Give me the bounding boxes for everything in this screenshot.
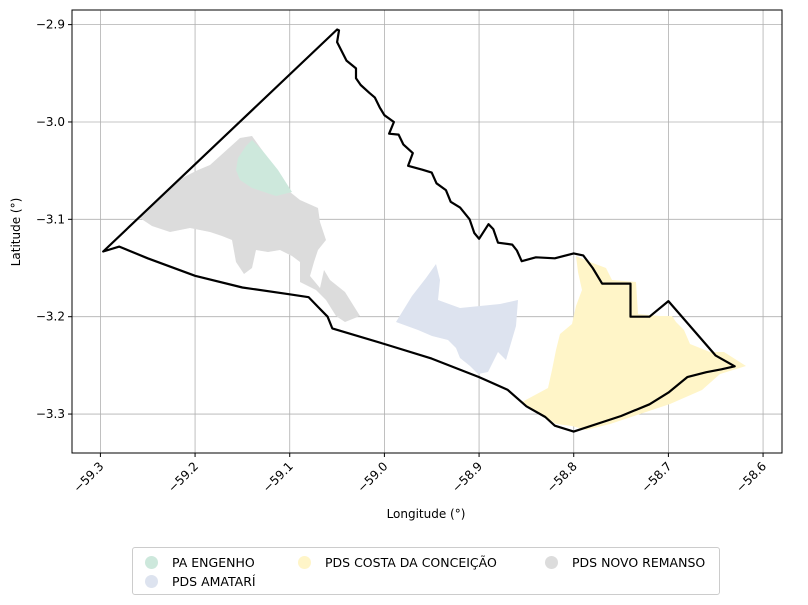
x-tick-label: −59.1: [260, 459, 296, 495]
x-tick-label: −59.0: [355, 459, 391, 495]
x-tick-label: −58.7: [639, 459, 675, 495]
y-axis-ticks: −2.9 −3.0 −3.1 −3.2 −3.3: [36, 18, 72, 421]
x-tick-label: −58.6: [733, 459, 769, 495]
region-pa-engenho: [236, 140, 292, 196]
x-axis-ticks: −59.3 −59.2 −59.1 −59.0 −58.9 −58.8 −58.7 −58.6: [71, 453, 769, 495]
legend-item-pa-engenho: PA ENGENHO: [145, 555, 255, 570]
x-tick-label: −59.3: [71, 459, 107, 495]
legend-marker: [145, 575, 158, 588]
region-pds-novo-remanso: [140, 136, 360, 322]
x-axis-label: Longitude (°): [387, 507, 466, 521]
legend: PA ENGENHO PDS AMATARÍ PDS COSTA DA CONC…: [132, 547, 720, 595]
legend-item-pds-amatari: PDS AMATARÍ: [145, 574, 256, 589]
y-tick-label: −3.2: [36, 310, 65, 324]
y-axis-label: Latitude (°): [9, 198, 23, 267]
legend-marker: [145, 556, 158, 569]
y-tick-label: −2.9: [36, 18, 65, 32]
municipality-boundary: [102, 28, 736, 433]
y-tick-label: −3.3: [36, 407, 65, 421]
legend-item-pds-costa-da-conceicao: PDS COSTA DA CONCEIÇÃO: [298, 555, 497, 570]
region-pds-amatari: [396, 264, 518, 374]
y-tick-label: −3.0: [36, 115, 65, 129]
legend-label: PDS AMATARÍ: [172, 574, 256, 589]
x-tick-label: −59.2: [165, 459, 201, 495]
legend-label: PA ENGENHO: [172, 555, 255, 570]
x-tick-label: −58.9: [449, 459, 485, 495]
legend-marker: [298, 556, 311, 569]
legend-label: PDS COSTA DA CONCEIÇÃO: [325, 555, 497, 570]
settlement-regions: [140, 136, 746, 430]
x-tick-label: −58.8: [544, 459, 580, 495]
y-tick-label: −3.1: [36, 212, 65, 226]
legend-item-pds-novo-remanso: PDS NOVO REMANSO: [545, 555, 705, 570]
region-pds-costa-da-conceicao: [522, 256, 746, 430]
legend-marker: [545, 556, 558, 569]
plot-frame: [71, 9, 783, 454]
legend-label: PDS NOVO REMANSO: [572, 555, 706, 570]
